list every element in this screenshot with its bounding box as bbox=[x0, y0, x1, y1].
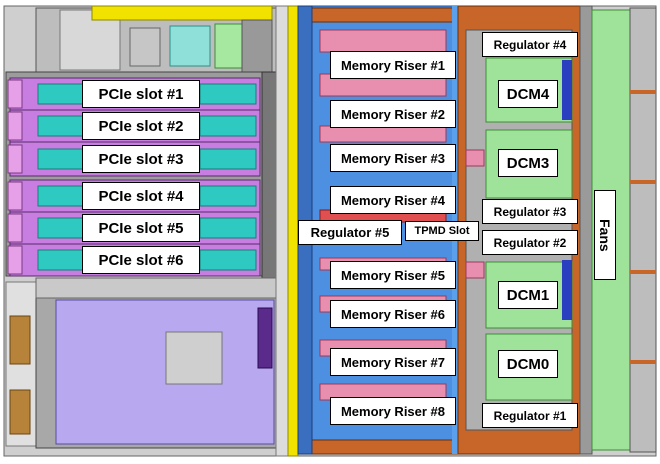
pcie-slot-4-label: PCIe slot #4 bbox=[82, 182, 200, 210]
dcm4-label: DCM4 bbox=[498, 80, 558, 108]
tpmd-slot-label: TPMD Slot bbox=[405, 221, 479, 241]
memory-riser-5-label: Memory Riser #5 bbox=[330, 261, 456, 289]
pcie-slot-5-label: PCIe slot #5 bbox=[82, 214, 200, 242]
memory-riser-4-label: Memory Riser #4 bbox=[330, 186, 456, 214]
memory-riser-2-label: Memory Riser #2 bbox=[330, 100, 456, 128]
memory-riser-7-label: Memory Riser #7 bbox=[330, 348, 456, 376]
dcm1-label: DCM1 bbox=[498, 281, 558, 309]
regulator-4-label: Regulator #4 bbox=[482, 32, 578, 57]
regulator-5-label: Regulator #5 bbox=[298, 220, 402, 245]
fan-area bbox=[579, 5, 657, 455]
regulator-2-label: Regulator #2 bbox=[482, 230, 578, 255]
memory-riser-6-label: Memory Riser #6 bbox=[330, 300, 456, 328]
dcm3-label: DCM3 bbox=[498, 149, 558, 177]
pcie-slot-2-label: PCIe slot #2 bbox=[82, 112, 200, 140]
power-supply-area bbox=[5, 277, 277, 449]
dcm0-label: DCM0 bbox=[498, 350, 558, 378]
memory-riser-1-label: Memory Riser #1 bbox=[330, 51, 456, 79]
regulator-3-label: Regulator #3 bbox=[482, 199, 578, 224]
pcie-slot-6-label: PCIe slot #6 bbox=[82, 246, 200, 274]
regulator-1-label: Regulator #1 bbox=[482, 403, 578, 428]
fans-label: Fans bbox=[594, 190, 616, 280]
pcie-slot-1-label: PCIe slot #1 bbox=[82, 80, 200, 108]
pcie-slot-3-label: PCIe slot #3 bbox=[82, 145, 200, 173]
fans-label-text: Fans bbox=[597, 218, 613, 252]
memory-riser-8-label: Memory Riser #8 bbox=[330, 397, 456, 425]
memory-riser-3-label: Memory Riser #3 bbox=[330, 144, 456, 172]
